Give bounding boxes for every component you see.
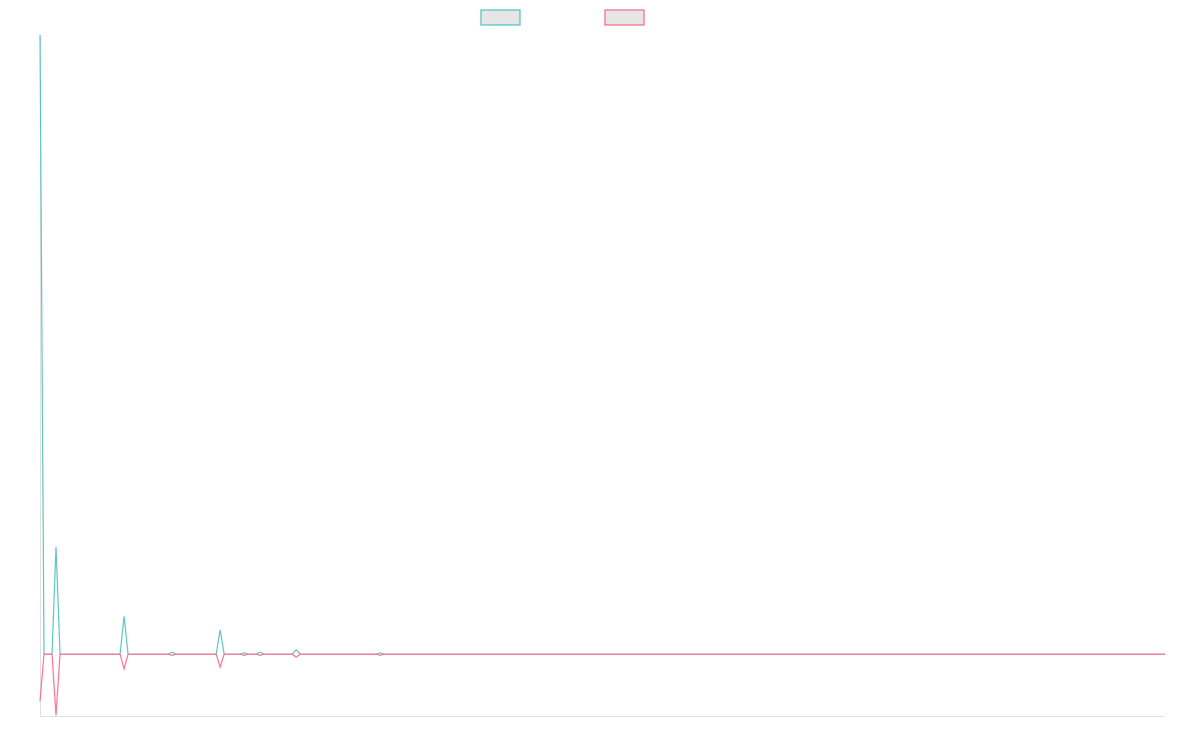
legend-swatch-1[interactable] [480, 9, 521, 26]
series-line-2 [39, 653, 1165, 716]
legend-swatch-2[interactable] [604, 9, 645, 26]
series-line-1 [39, 34, 1165, 655]
legend [480, 9, 645, 26]
series-layer [39, 34, 1165, 716]
